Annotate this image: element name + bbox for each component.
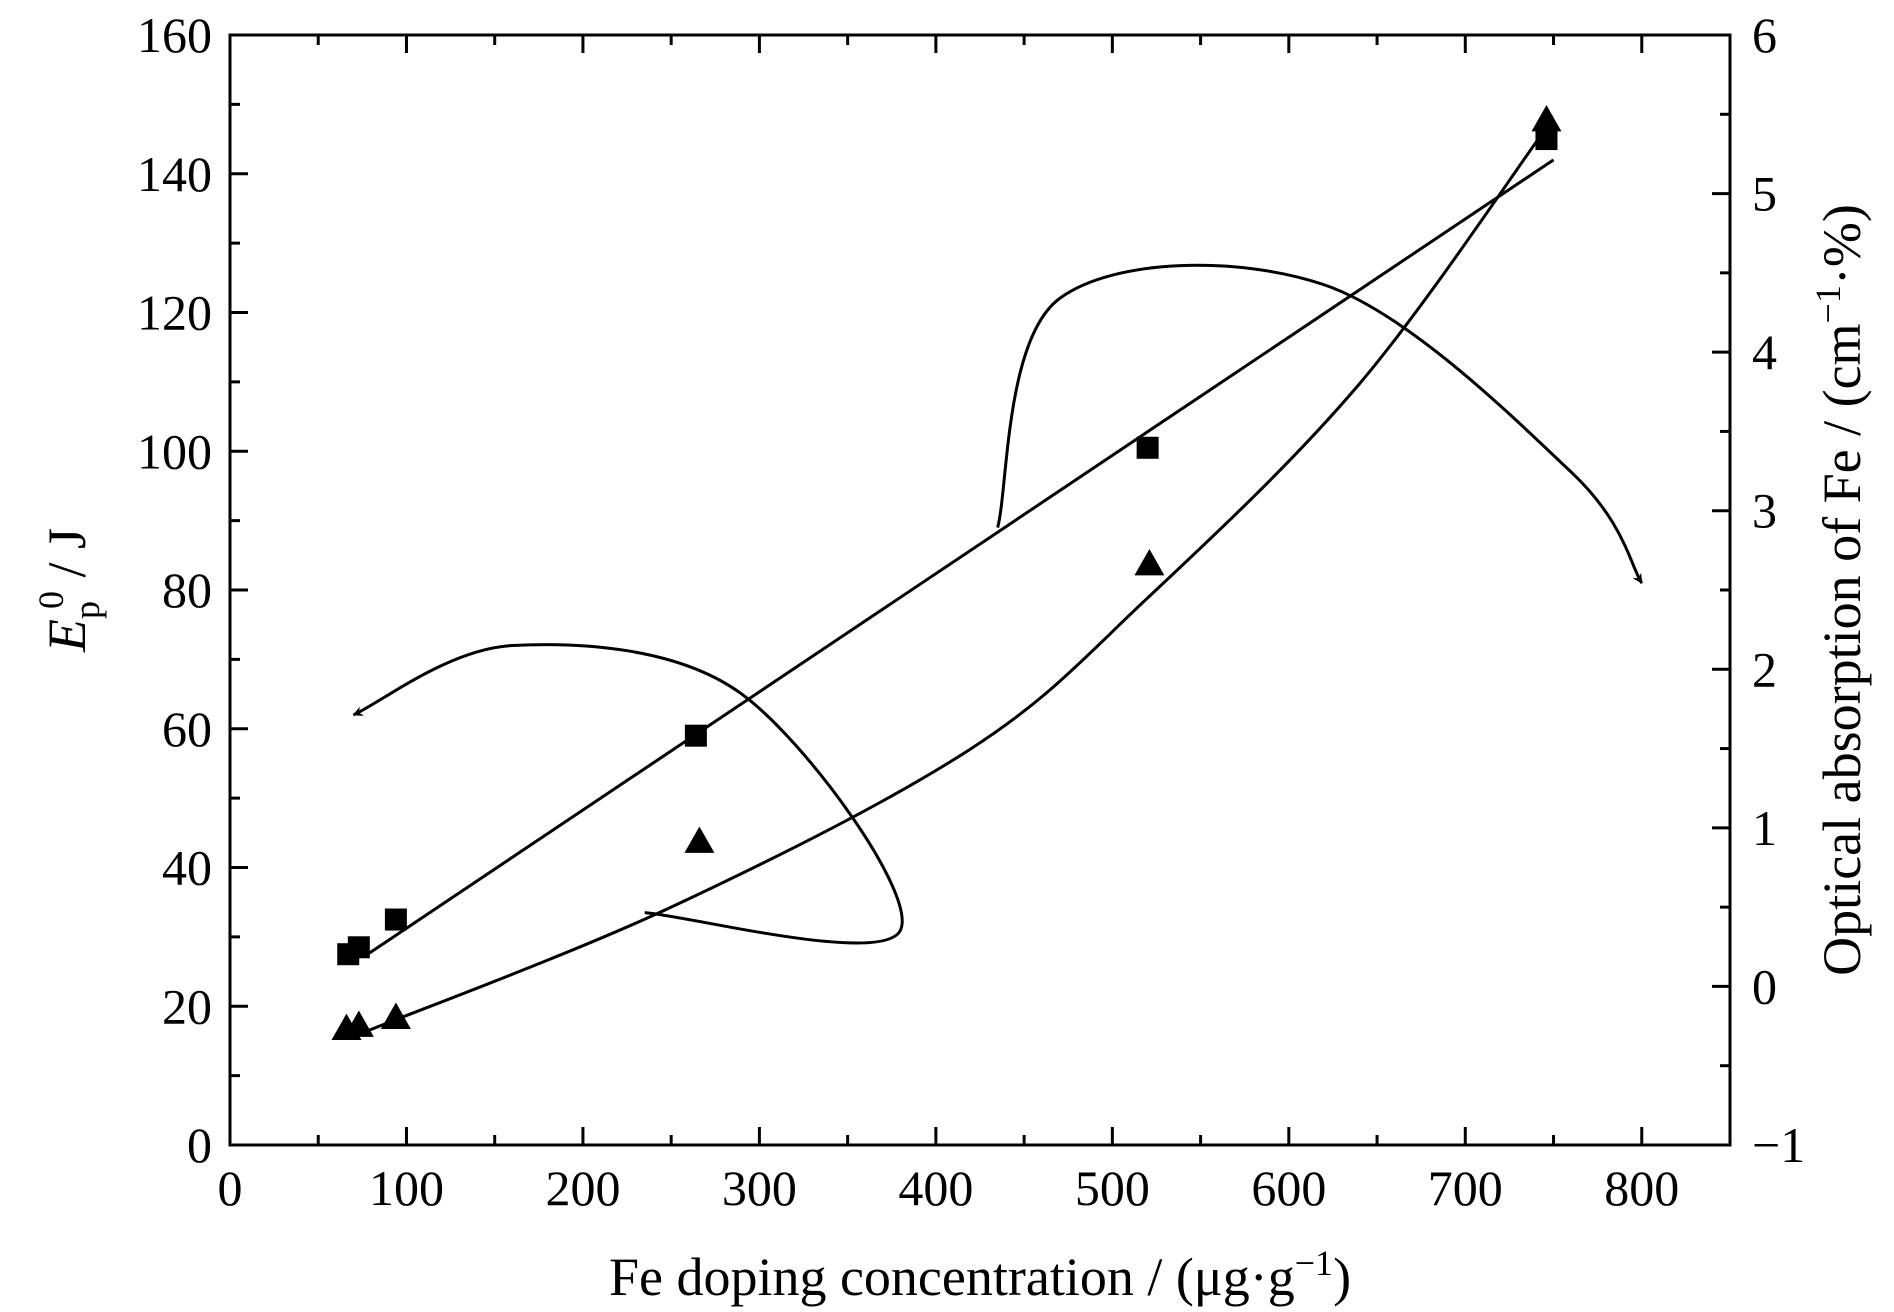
y-right-tick-label: 1 bbox=[1752, 800, 1777, 856]
tick-labels: 0 100 200 300 400 500 600 700 800020406080100120… bbox=[137, 7, 1805, 1216]
y-right-tick-label: 4 bbox=[1752, 324, 1777, 380]
y-right-tick-label: 3 bbox=[1752, 483, 1777, 539]
square-marker bbox=[347, 936, 370, 959]
x-tick-label: 600 bbox=[1251, 1160, 1326, 1216]
y-left-tick-label: 40 bbox=[162, 840, 212, 896]
y-right-tick-label: 5 bbox=[1752, 166, 1777, 222]
triangle-marker bbox=[1531, 105, 1562, 132]
y-right-tick-label: 2 bbox=[1752, 641, 1777, 697]
x-tick-label: 0 bbox=[218, 1160, 243, 1216]
x-tick-label: 700 bbox=[1428, 1160, 1503, 1216]
y-right-tick-label: −1 bbox=[1752, 1117, 1805, 1173]
square-marker bbox=[384, 908, 407, 931]
triangle-marker bbox=[1134, 549, 1165, 576]
y-right-tick-label: 6 bbox=[1752, 7, 1777, 63]
y-axis-right-title: Optical absorption of Fe / (cm−1·%) bbox=[1808, 204, 1872, 976]
triangle-marker bbox=[380, 1002, 411, 1029]
x-tick-label: 800 bbox=[1604, 1160, 1679, 1216]
y-left-tick-label: 0 bbox=[187, 1117, 212, 1173]
y-left-tick-label: 140 bbox=[137, 146, 212, 202]
x-axis-title: Fe doping concentration / (μg·g−1) bbox=[609, 1243, 1351, 1307]
x-tick-label: 300 bbox=[722, 1160, 797, 1216]
triangle-marker bbox=[684, 826, 715, 853]
data-markers bbox=[331, 105, 1562, 1041]
y-left-tick-label: 120 bbox=[137, 285, 212, 341]
x-tick-label: 500 bbox=[1075, 1160, 1150, 1216]
x-tick-label: 200 bbox=[545, 1160, 620, 1216]
tick-marks bbox=[228, 33, 1730, 1147]
y-axis-left-title: Ep0 / J bbox=[31, 528, 107, 653]
annotation-arrows bbox=[352, 263, 1644, 945]
y-left-tick-label: 100 bbox=[137, 423, 212, 479]
square-marker bbox=[1535, 128, 1558, 151]
fit-line-square bbox=[366, 158, 1555, 956]
plot-frame bbox=[228, 33, 1732, 1147]
y-left-tick-label: 20 bbox=[162, 978, 212, 1034]
annotation-arrow bbox=[996, 263, 1644, 584]
x-tick-label: 400 bbox=[898, 1160, 973, 1216]
triangle-marker bbox=[343, 1010, 374, 1037]
fit-lines bbox=[366, 129, 1555, 1033]
y-left-tick-label: 60 bbox=[162, 701, 212, 757]
annotation-arrow bbox=[352, 643, 904, 945]
y-right-tick-label: 0 bbox=[1752, 958, 1777, 1014]
y-left-tick-label: 80 bbox=[162, 562, 212, 618]
x-tick-label: 100 bbox=[369, 1160, 444, 1216]
square-marker bbox=[1136, 436, 1159, 459]
y-left-tick-label: 160 bbox=[137, 7, 212, 63]
fit-line-triangle bbox=[367, 129, 1546, 1033]
square-marker bbox=[684, 724, 707, 747]
